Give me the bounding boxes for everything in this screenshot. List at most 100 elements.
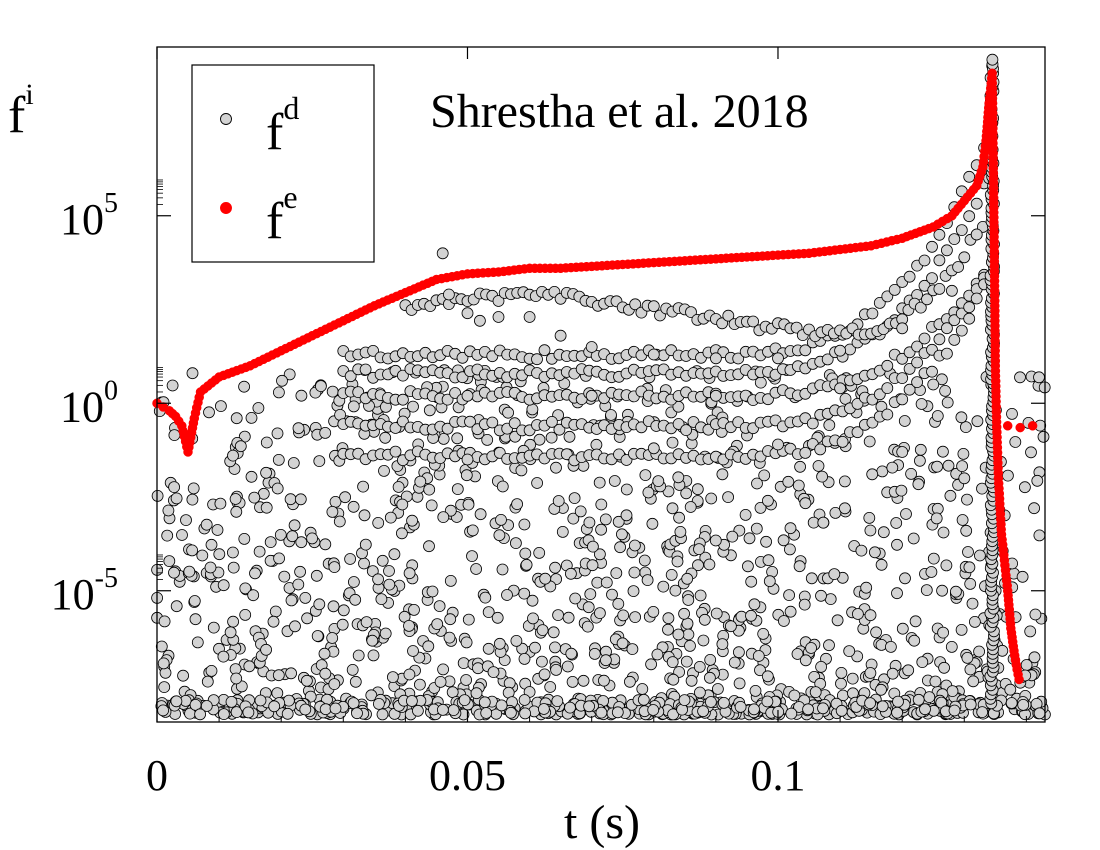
fd-point [271,427,284,440]
fd-point [554,329,567,342]
fd-point [926,240,938,253]
fd-point [892,695,904,708]
fd-point [292,422,305,435]
fd-point [964,698,977,711]
fd-point [239,609,252,621]
fd-point [288,519,301,532]
fd-point [566,676,579,688]
fd-point [226,546,239,559]
fd-point [461,307,474,320]
fd-point [272,386,285,399]
fd-point [647,704,660,716]
fd-point [493,637,506,650]
fd-point [460,469,473,482]
fd-point [480,707,493,719]
fd-point [372,573,385,586]
fd-point [916,656,929,668]
legend: fd fe [191,64,375,263]
fd-point [538,668,551,681]
fd-point [238,380,251,393]
fd-point [605,409,617,421]
fd-point [518,518,531,531]
fd-point [909,615,922,628]
fd-point [680,424,692,437]
fd-point [1031,474,1044,487]
fd-point [762,494,774,507]
y-axis-label: fi [8,78,34,144]
fd-point [963,170,976,183]
fd-point [639,469,652,482]
fd-point [1004,683,1017,696]
fd-point [473,314,486,327]
fd-point [805,572,818,585]
fd-point [938,661,950,674]
fd-point [337,604,350,617]
fd-point [214,400,227,413]
y-axis-label-base: f [8,87,26,144]
fd-point [899,572,911,585]
fd-point [955,224,968,237]
fd-point [462,613,475,626]
fd-point [187,482,200,495]
fd-point [1028,502,1040,515]
fd-point [662,612,675,625]
fd-point [396,393,409,406]
fd-point [260,466,273,479]
fd-point [612,515,625,528]
fd-point [492,295,505,307]
fd-point [751,477,763,490]
fd-point [651,648,664,661]
fd-point [183,565,196,578]
fd-point [785,707,798,720]
fd-point [366,565,379,577]
fd-point [814,443,827,456]
fd-point [927,378,940,391]
fd-point [163,555,176,567]
fd-point [1037,430,1050,443]
fd-point [914,454,926,467]
fd-point [817,702,829,715]
fd-point [712,683,724,695]
fd-point [745,609,757,622]
fd-point [549,641,561,654]
fd-point [941,244,953,257]
y-axis-label-sup: i [25,78,33,111]
fd-point [227,449,239,462]
fd-point [207,621,220,634]
fd-point [349,675,362,688]
fd-point [519,547,532,560]
fd-point [1009,436,1022,448]
fd-point [896,393,909,406]
fd-point [799,446,812,459]
fd-point [966,597,979,610]
fd-point [544,681,557,693]
fd-point [299,592,312,604]
fd-point [750,522,763,535]
fd-point [1025,446,1037,459]
fd-point [680,655,693,668]
fd-point [495,514,507,526]
fd-point [963,210,976,223]
fd-point [230,706,243,718]
fd-point [678,694,691,706]
fd-point [733,646,745,659]
fd-point [474,508,487,521]
fd-point [815,589,827,602]
fd-point [271,482,284,495]
fd-point [784,543,796,556]
fd-point [357,480,370,493]
fd-point [204,561,217,574]
fd-point [754,501,767,514]
fd-point [950,585,962,598]
fd-point [562,611,575,624]
fd-point [876,465,889,478]
fd-point [574,505,587,518]
fd-point [955,624,968,636]
fd-point [693,543,705,555]
fd-point [705,492,718,505]
fd-point [694,686,706,699]
fd-point [504,706,517,719]
fd-point [527,612,539,625]
fd-point [188,595,201,607]
fd-point [970,228,983,241]
